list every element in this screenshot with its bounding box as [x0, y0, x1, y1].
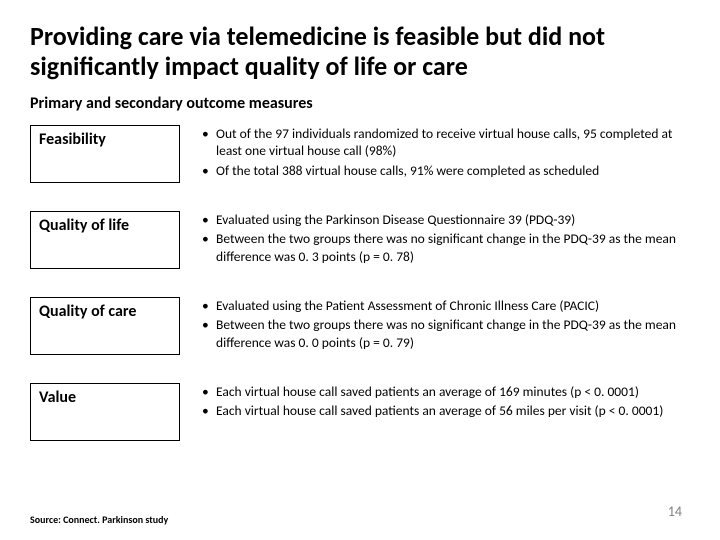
- bullet-item: Out of the 97 individuals randomized to …: [198, 125, 690, 160]
- bullet-item: Evaluated using the Patient Assessment o…: [198, 297, 690, 315]
- slide-title: Providing care via telemedicine is feasi…: [30, 22, 690, 82]
- category-box: Quality of life: [30, 211, 180, 269]
- bullet-list: Evaluated using the Parkinson Disease Qu…: [198, 211, 690, 268]
- page-number: 14: [668, 503, 682, 520]
- bullet-item: Between the two groups there was no sign…: [198, 230, 690, 265]
- outcome-grid: Feasibility Out of the 97 individuals ra…: [30, 125, 690, 441]
- bullet-list: Evaluated using the Patient Assessment o…: [198, 297, 690, 354]
- bullet-list: Out of the 97 individuals randomized to …: [198, 125, 690, 182]
- bullet-item: Evaluated using the Parkinson Disease Qu…: [198, 211, 690, 229]
- slide-subtitle: Primary and secondary outcome measures: [30, 94, 690, 113]
- source-citation: Source: Connect. Parkinson study: [30, 513, 168, 526]
- bullet-item: Each virtual house call saved patients a…: [198, 402, 690, 420]
- category-box: Value: [30, 383, 180, 441]
- category-box: Quality of care: [30, 297, 180, 355]
- bullet-list: Each virtual house call saved patients a…: [198, 383, 690, 422]
- bullet-item: Each virtual house call saved patients a…: [198, 383, 690, 401]
- bullet-item: Between the two groups there was no sign…: [198, 316, 690, 351]
- category-box: Feasibility: [30, 125, 180, 183]
- bullet-item: Of the total 388 virtual house calls, 91…: [198, 162, 690, 180]
